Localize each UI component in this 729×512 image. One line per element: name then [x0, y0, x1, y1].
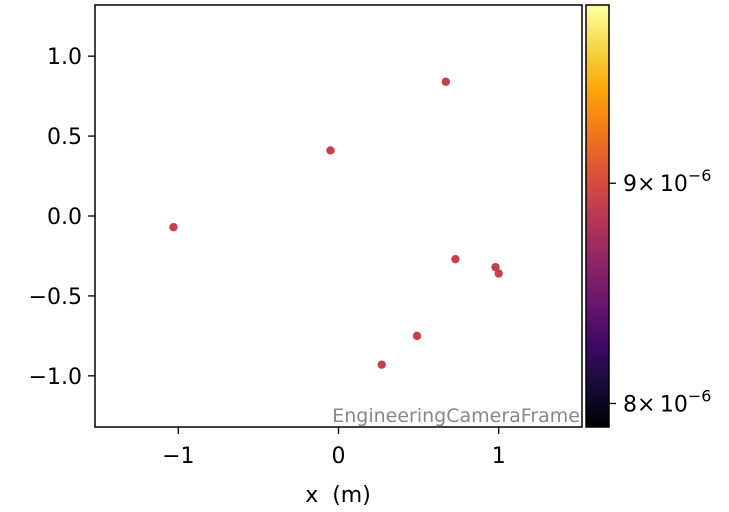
x-tick-label: −1 [162, 444, 194, 469]
x-axis-label: x (m) [305, 483, 371, 508]
data-point [441, 77, 451, 86]
x-tick-label: 0 [332, 444, 346, 469]
plot-frame [94, 4, 583, 428]
frame-annotation: EngineeringCameraFrame [332, 405, 580, 427]
colorbar-tick-label: 9× 10−6 [623, 166, 711, 197]
y-tick-label: −0.5 [29, 285, 82, 310]
data-point [491, 262, 500, 272]
colorbar-gradient [585, 4, 610, 428]
data-point [494, 269, 503, 278]
plot-area: EngineeringCameraFrame [94, 4, 583, 428]
x-tick-label: 1 [492, 444, 506, 469]
data-point [412, 331, 422, 341]
x-axis: −1 0 1 [162, 427, 506, 469]
y-tick-label: −1.0 [29, 365, 82, 390]
y-tick-label: 0.5 [47, 125, 82, 150]
colorbar: 9× 10−6 8× 10−6 [585, 4, 711, 428]
points-layer [169, 77, 503, 369]
y-tick-label: 0.0 [47, 205, 82, 230]
colorbar-tick-label: 8× 10−6 [623, 386, 711, 417]
data-point [377, 360, 386, 369]
y-axis: 1.0 0.5 0.0 −0.5 −1.0 [29, 45, 95, 390]
data-point [326, 146, 335, 155]
data-point [169, 222, 178, 232]
data-point [451, 254, 460, 264]
colorbar-ticks: 9× 10−6 8× 10−6 [609, 166, 711, 417]
y-tick-label: 1.0 [47, 45, 82, 70]
